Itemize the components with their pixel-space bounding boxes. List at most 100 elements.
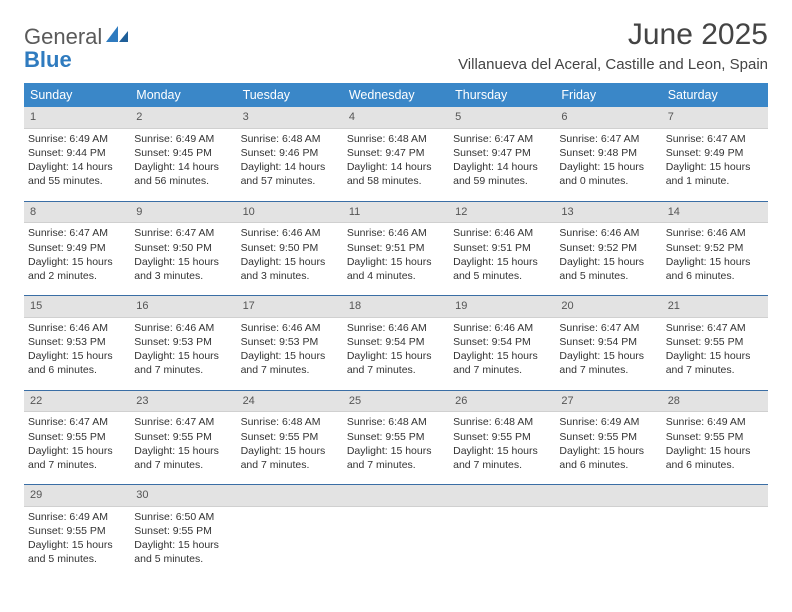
sunset-text: Sunset: 9:47 PM [453, 146, 551, 160]
day-body: Sunrise: 6:46 AMSunset: 9:50 PMDaylight:… [237, 223, 343, 289]
calendar-day [662, 485, 768, 573]
calendar-day: 26Sunrise: 6:48 AMSunset: 9:55 PMDayligh… [449, 391, 555, 479]
sunset-text: Sunset: 9:53 PM [241, 335, 339, 349]
day-number: 30 [130, 485, 236, 507]
day-number: 23 [130, 391, 236, 413]
day-number: 28 [662, 391, 768, 413]
day-body: Sunrise: 6:46 AMSunset: 9:51 PMDaylight:… [449, 223, 555, 289]
day-body [449, 507, 555, 563]
sunset-text: Sunset: 9:45 PM [134, 146, 232, 160]
day-body [662, 507, 768, 563]
daylight-text: Daylight: 15 hours and 6 minutes. [666, 444, 764, 472]
day-body: Sunrise: 6:49 AMSunset: 9:44 PMDaylight:… [24, 129, 130, 195]
day-body: Sunrise: 6:46 AMSunset: 9:54 PMDaylight:… [449, 318, 555, 384]
day-body: Sunrise: 6:46 AMSunset: 9:53 PMDaylight:… [130, 318, 236, 384]
sunset-text: Sunset: 9:52 PM [666, 241, 764, 255]
sunrise-text: Sunrise: 6:47 AM [453, 132, 551, 146]
calendar-day: 29Sunrise: 6:49 AMSunset: 9:55 PMDayligh… [24, 485, 130, 573]
calendar-day: 13Sunrise: 6:46 AMSunset: 9:52 PMDayligh… [555, 202, 661, 290]
sunset-text: Sunset: 9:55 PM [28, 430, 126, 444]
daylight-text: Daylight: 15 hours and 5 minutes. [28, 538, 126, 566]
sunset-text: Sunset: 9:51 PM [347, 241, 445, 255]
sunrise-text: Sunrise: 6:47 AM [666, 132, 764, 146]
day-body: Sunrise: 6:47 AMSunset: 9:49 PMDaylight:… [662, 129, 768, 195]
sunset-text: Sunset: 9:48 PM [559, 146, 657, 160]
sunrise-text: Sunrise: 6:47 AM [559, 321, 657, 335]
sunrise-text: Sunrise: 6:46 AM [347, 321, 445, 335]
day-body: Sunrise: 6:49 AMSunset: 9:45 PMDaylight:… [130, 129, 236, 195]
daylight-text: Daylight: 15 hours and 7 minutes. [347, 349, 445, 377]
daylight-text: Daylight: 15 hours and 5 minutes. [559, 255, 657, 283]
sunset-text: Sunset: 9:54 PM [453, 335, 551, 349]
sunrise-text: Sunrise: 6:49 AM [666, 415, 764, 429]
day-number: 12 [449, 202, 555, 224]
day-body: Sunrise: 6:46 AMSunset: 9:53 PMDaylight:… [237, 318, 343, 384]
day-number: 27 [555, 391, 661, 413]
brand-line1: General [24, 25, 102, 48]
calendar-day: 16Sunrise: 6:46 AMSunset: 9:53 PMDayligh… [130, 296, 236, 384]
brand-line2: Blue [24, 48, 130, 71]
calendar-day: 12Sunrise: 6:46 AMSunset: 9:51 PMDayligh… [449, 202, 555, 290]
day-body: Sunrise: 6:46 AMSunset: 9:53 PMDaylight:… [24, 318, 130, 384]
calendar-day: 24Sunrise: 6:48 AMSunset: 9:55 PMDayligh… [237, 391, 343, 479]
day-number: 10 [237, 202, 343, 224]
day-body [237, 507, 343, 563]
sunset-text: Sunset: 9:44 PM [28, 146, 126, 160]
day-number: 13 [555, 202, 661, 224]
calendar-day: 1Sunrise: 6:49 AMSunset: 9:44 PMDaylight… [24, 107, 130, 195]
day-body: Sunrise: 6:47 AMSunset: 9:48 PMDaylight:… [555, 129, 661, 195]
sunset-text: Sunset: 9:53 PM [28, 335, 126, 349]
calendar-week: 22Sunrise: 6:47 AMSunset: 9:55 PMDayligh… [24, 390, 768, 479]
calendar-day: 14Sunrise: 6:46 AMSunset: 9:52 PMDayligh… [662, 202, 768, 290]
daylight-text: Daylight: 15 hours and 7 minutes. [241, 444, 339, 472]
day-body [343, 507, 449, 563]
weekday-header: Tuesday [237, 83, 343, 107]
day-number: 8 [24, 202, 130, 224]
day-number: 4 [343, 107, 449, 129]
calendar-week: 15Sunrise: 6:46 AMSunset: 9:53 PMDayligh… [24, 295, 768, 384]
daylight-text: Daylight: 15 hours and 7 minutes. [241, 349, 339, 377]
calendar-day: 20Sunrise: 6:47 AMSunset: 9:54 PMDayligh… [555, 296, 661, 384]
daylight-text: Daylight: 15 hours and 7 minutes. [666, 349, 764, 377]
day-number: 20 [555, 296, 661, 318]
day-body [555, 507, 661, 563]
brand-logo: General Blue [24, 18, 130, 71]
day-number [662, 485, 768, 507]
daylight-text: Daylight: 15 hours and 0 minutes. [559, 160, 657, 188]
weekday-header: Saturday [662, 83, 768, 107]
day-number: 26 [449, 391, 555, 413]
daylight-text: Daylight: 15 hours and 3 minutes. [241, 255, 339, 283]
daylight-text: Daylight: 15 hours and 6 minutes. [28, 349, 126, 377]
calendar-day: 21Sunrise: 6:47 AMSunset: 9:55 PMDayligh… [662, 296, 768, 384]
day-body: Sunrise: 6:48 AMSunset: 9:55 PMDaylight:… [449, 412, 555, 478]
daylight-text: Daylight: 15 hours and 3 minutes. [134, 255, 232, 283]
sunrise-text: Sunrise: 6:46 AM [241, 321, 339, 335]
calendar-day [343, 485, 449, 573]
daylight-text: Daylight: 15 hours and 7 minutes. [134, 444, 232, 472]
sunrise-text: Sunrise: 6:48 AM [241, 132, 339, 146]
day-number: 17 [237, 296, 343, 318]
sunset-text: Sunset: 9:55 PM [559, 430, 657, 444]
day-number: 9 [130, 202, 236, 224]
calendar-day: 22Sunrise: 6:47 AMSunset: 9:55 PMDayligh… [24, 391, 130, 479]
day-body: Sunrise: 6:46 AMSunset: 9:52 PMDaylight:… [555, 223, 661, 289]
calendar-day: 8Sunrise: 6:47 AMSunset: 9:49 PMDaylight… [24, 202, 130, 290]
day-number: 24 [237, 391, 343, 413]
sail-icon [104, 24, 130, 48]
calendar-day: 23Sunrise: 6:47 AMSunset: 9:55 PMDayligh… [130, 391, 236, 479]
daylight-text: Daylight: 14 hours and 57 minutes. [241, 160, 339, 188]
sunrise-text: Sunrise: 6:47 AM [134, 415, 232, 429]
calendar-day [237, 485, 343, 573]
sunrise-text: Sunrise: 6:46 AM [241, 226, 339, 240]
day-number [237, 485, 343, 507]
daylight-text: Daylight: 14 hours and 58 minutes. [347, 160, 445, 188]
sunset-text: Sunset: 9:54 PM [347, 335, 445, 349]
sunrise-text: Sunrise: 6:49 AM [559, 415, 657, 429]
sunrise-text: Sunrise: 6:48 AM [347, 415, 445, 429]
sunset-text: Sunset: 9:55 PM [347, 430, 445, 444]
calendar-day [449, 485, 555, 573]
daylight-text: Daylight: 15 hours and 7 minutes. [453, 349, 551, 377]
sunrise-text: Sunrise: 6:48 AM [241, 415, 339, 429]
calendar-day: 19Sunrise: 6:46 AMSunset: 9:54 PMDayligh… [449, 296, 555, 384]
day-body: Sunrise: 6:48 AMSunset: 9:46 PMDaylight:… [237, 129, 343, 195]
